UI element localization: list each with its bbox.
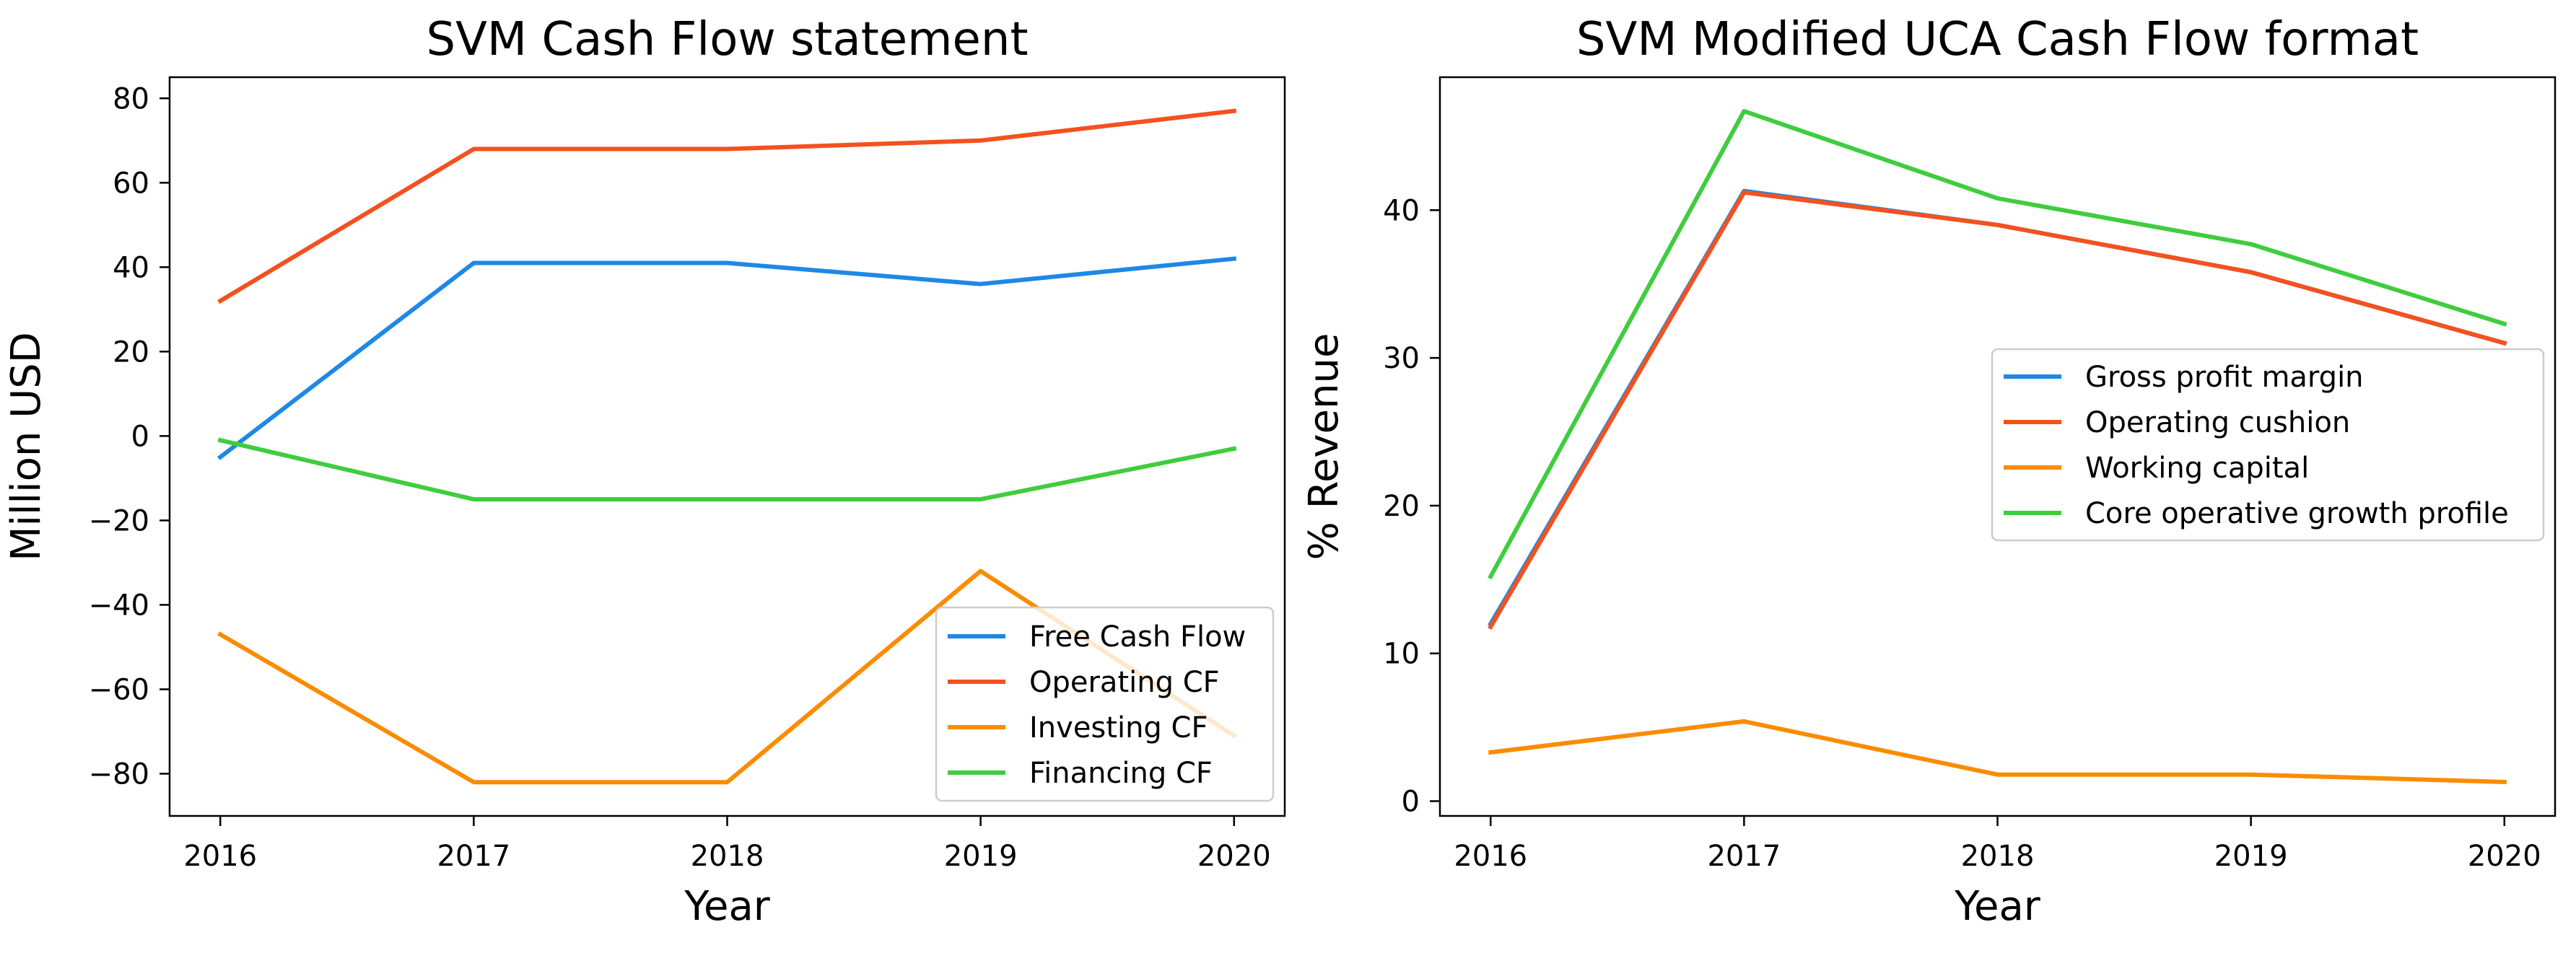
- y-tick-label: 0: [131, 420, 149, 453]
- y-tick-label: −60: [89, 673, 149, 706]
- y-axis-label: % Revenue: [1301, 333, 1348, 561]
- y-tick-label: 30: [1383, 342, 1420, 375]
- y-tick-label: 20: [113, 335, 149, 369]
- legend-box: [1991, 348, 2545, 542]
- legend-entry-label: Working capital: [2085, 452, 2309, 485]
- legend-entry-label: Core operative growth profile: [2085, 497, 2509, 530]
- x-tick-label: 2018: [1961, 840, 2035, 873]
- x-tick-label: 2017: [1707, 840, 1781, 873]
- y-tick-label: 80: [113, 82, 149, 115]
- x-axis-label: Year: [684, 883, 771, 930]
- y-tick-label: 10: [1383, 638, 1420, 671]
- y-tick-label: 20: [1383, 490, 1420, 523]
- x-axis-label: Year: [1954, 883, 2041, 930]
- y-tick-label: −20: [89, 504, 149, 537]
- legend-box: [935, 606, 1275, 802]
- x-tick-label: 2017: [437, 840, 510, 873]
- x-tick-label: 2020: [2468, 840, 2541, 873]
- x-tick-label: 2019: [2214, 840, 2288, 873]
- y-axis-label: Million USD: [3, 332, 50, 561]
- series-line-4: [217, 437, 1237, 502]
- series-line-4: [1488, 109, 2507, 580]
- plot-frame: [168, 76, 1286, 817]
- series-line-2: [1488, 190, 2507, 631]
- y-tick-label: −80: [89, 757, 149, 791]
- x-tick-label: 2016: [1454, 840, 1527, 873]
- series-line-3: [1488, 719, 2507, 784]
- chart-title: SVM Cash Flow statement: [426, 13, 1028, 66]
- series-line-2: [217, 108, 1237, 304]
- y-tick-label: 60: [113, 167, 149, 200]
- x-tick-label: 2019: [944, 840, 1018, 873]
- plot-frame: [1438, 76, 2557, 817]
- legend-entry-label: Operating cushion: [2085, 406, 2350, 439]
- chart-title: SVM Modified UCA Cash Flow format: [1576, 13, 2419, 66]
- legend-entry-label: Free Cash Flow: [1029, 620, 1246, 654]
- y-tick-label: −40: [89, 589, 149, 622]
- y-tick-label: 0: [1402, 786, 1420, 819]
- legend-entry-label: Financing CF: [1029, 757, 1213, 790]
- x-tick-label: 2016: [183, 840, 257, 873]
- x-tick-label: 2018: [691, 840, 764, 873]
- series-line-1: [217, 256, 1237, 460]
- x-tick-label: 2020: [1197, 840, 1271, 873]
- legend-entry-label: Investing CF: [1029, 711, 1208, 745]
- legend-entry-label: Gross profit margin: [2085, 361, 2364, 394]
- y-tick-label: 40: [113, 251, 149, 284]
- legend-entry-label: Operating CF: [1029, 666, 1220, 699]
- y-tick-label: 40: [1383, 194, 1420, 227]
